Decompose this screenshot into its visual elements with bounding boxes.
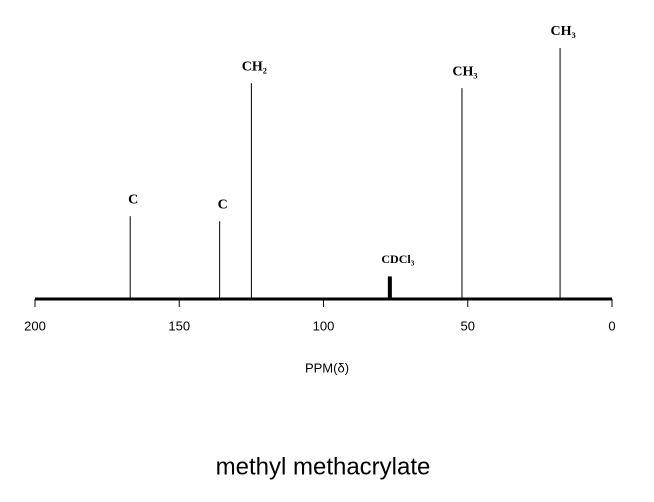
x-tick-label: 50	[461, 318, 475, 333]
peak-label: CDCl₃	[381, 252, 414, 266]
chart-title: methyl methacrylate	[216, 453, 431, 480]
peak-label: CH₃	[550, 24, 575, 39]
peak-label: C	[128, 192, 138, 207]
x-tick-label: 100	[313, 318, 335, 333]
x-tick-label: 0	[608, 318, 615, 333]
peak-label: C	[218, 197, 228, 212]
x-axis-label: PPM(δ)	[305, 360, 349, 375]
peak-label: CH₂	[242, 59, 267, 74]
peak-label: CH₃	[452, 64, 477, 79]
x-tick-label: 200	[24, 318, 46, 333]
x-tick-label: 150	[168, 318, 190, 333]
